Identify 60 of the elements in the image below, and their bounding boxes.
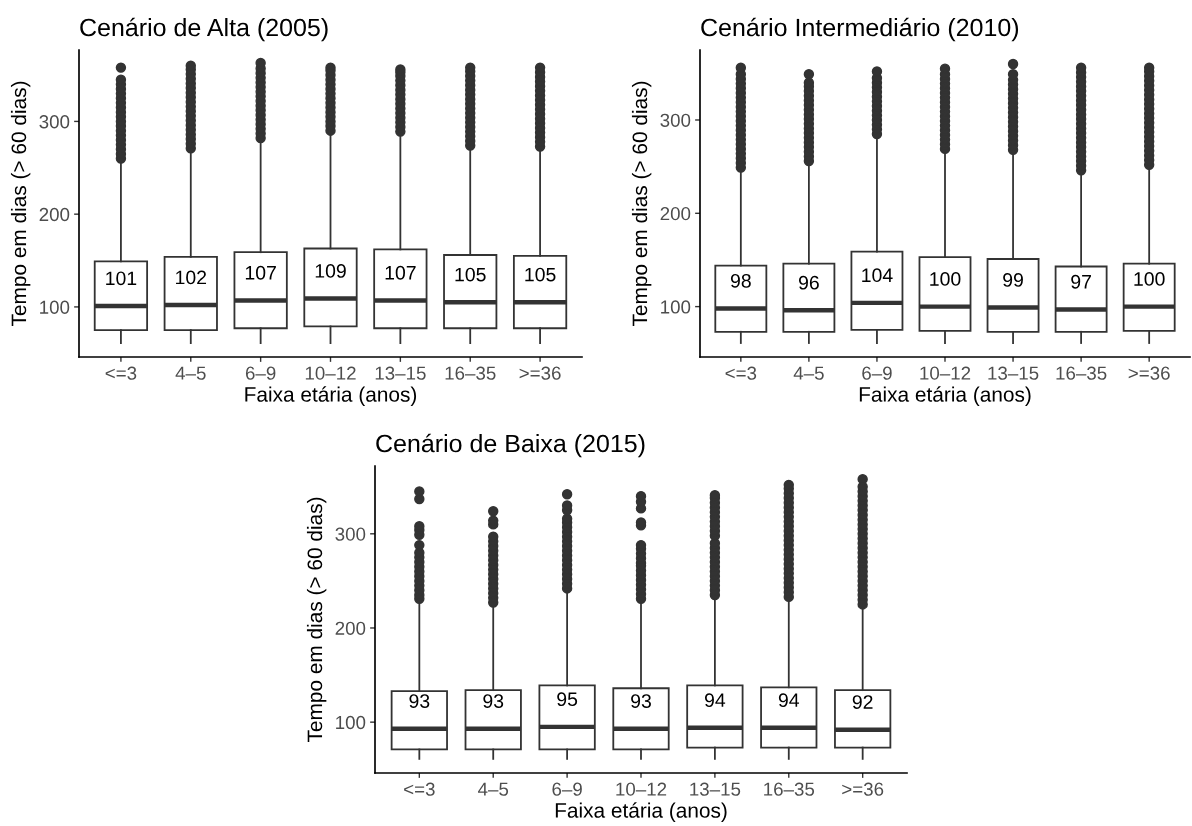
annotation: 101 bbox=[106, 271, 137, 286]
annotation: 93 bbox=[631, 694, 651, 708]
annotation: 104 bbox=[862, 268, 893, 283]
y-tick-label: 300 bbox=[39, 115, 70, 129]
x-axis-title: Faixa etária (anos) bbox=[555, 802, 727, 822]
annotation: 92 bbox=[852, 695, 873, 709]
annotation: 97 bbox=[1071, 274, 1091, 289]
annotation: 105 bbox=[455, 267, 486, 282]
x-tick-label: 6–9 bbox=[552, 782, 582, 796]
x-tick-label: <=3 bbox=[725, 366, 757, 380]
annotation: 93 bbox=[409, 694, 430, 708]
x-tick-label: 4–5 bbox=[793, 366, 824, 380]
y-tick-label: 300 bbox=[335, 527, 366, 541]
x-tick-label: 13–15 bbox=[690, 782, 741, 796]
y-axis-title: Tempo em dias (> 60 dias) bbox=[631, 81, 652, 327]
annotation: 105 bbox=[525, 267, 556, 282]
annotation: 98 bbox=[730, 273, 751, 288]
y-tick-label: 200 bbox=[335, 621, 366, 635]
annotation: 102 bbox=[176, 270, 207, 285]
chart-title: Cenário de Alta (2005) bbox=[80, 17, 328, 42]
y-tick-label: 200 bbox=[660, 207, 691, 221]
x-axis-title: Faixa etária (anos) bbox=[859, 386, 1031, 406]
x-tick-label: 16–35 bbox=[445, 366, 496, 380]
annotation: 99 bbox=[1003, 272, 1023, 287]
x-tick-label: 4–5 bbox=[478, 782, 509, 796]
x-tick-label: >=36 bbox=[842, 782, 884, 796]
y-tick-label: 300 bbox=[660, 113, 691, 127]
y-tick-label: 100 bbox=[661, 300, 691, 314]
annotation: 95 bbox=[557, 692, 578, 707]
annotation: 109 bbox=[315, 264, 346, 278]
x-tick-label: 6–9 bbox=[862, 366, 892, 380]
x-tick-label: 10–12 bbox=[616, 782, 667, 796]
annotation: 107 bbox=[245, 265, 276, 280]
y-tick-label: 100 bbox=[40, 300, 70, 314]
y-tick-label: 200 bbox=[39, 207, 70, 222]
x-tick-label: >=36 bbox=[1128, 366, 1170, 380]
x-tick-label: 10–12 bbox=[920, 366, 971, 380]
annotation: 96 bbox=[798, 275, 819, 290]
annotation: 107 bbox=[385, 265, 416, 280]
chart-title: Cenário Intermediário (2010) bbox=[701, 17, 1019, 42]
annotation: 100 bbox=[930, 272, 961, 286]
x-tick-label: 10–12 bbox=[305, 366, 356, 380]
y-tick-label: 100 bbox=[336, 715, 366, 730]
x-tick-label: >=36 bbox=[519, 366, 561, 380]
x-tick-label: 6–9 bbox=[245, 366, 276, 380]
y-axis-title: Tempo em dias (> 60 dias) bbox=[306, 497, 327, 743]
x-tick-label: 4–5 bbox=[175, 366, 206, 380]
annotation: 94 bbox=[778, 693, 800, 708]
annotation: 93 bbox=[483, 694, 504, 708]
x-tick-label: 16–35 bbox=[1056, 366, 1107, 380]
annotation: 100 bbox=[1134, 272, 1165, 286]
y-axis-title: Tempo em dias (> 60 dias) bbox=[10, 81, 31, 327]
x-axis-title: Faixa etária (anos) bbox=[245, 386, 417, 406]
chart-title: Cenário de Baixa (2015) bbox=[376, 433, 645, 458]
x-tick-label: <=3 bbox=[105, 366, 137, 380]
x-tick-label: <=3 bbox=[404, 782, 435, 796]
x-tick-label: 13–15 bbox=[375, 366, 426, 380]
annotation: 94 bbox=[704, 693, 726, 708]
x-tick-label: 16–35 bbox=[764, 782, 815, 796]
x-tick-label: 13–15 bbox=[988, 366, 1039, 380]
